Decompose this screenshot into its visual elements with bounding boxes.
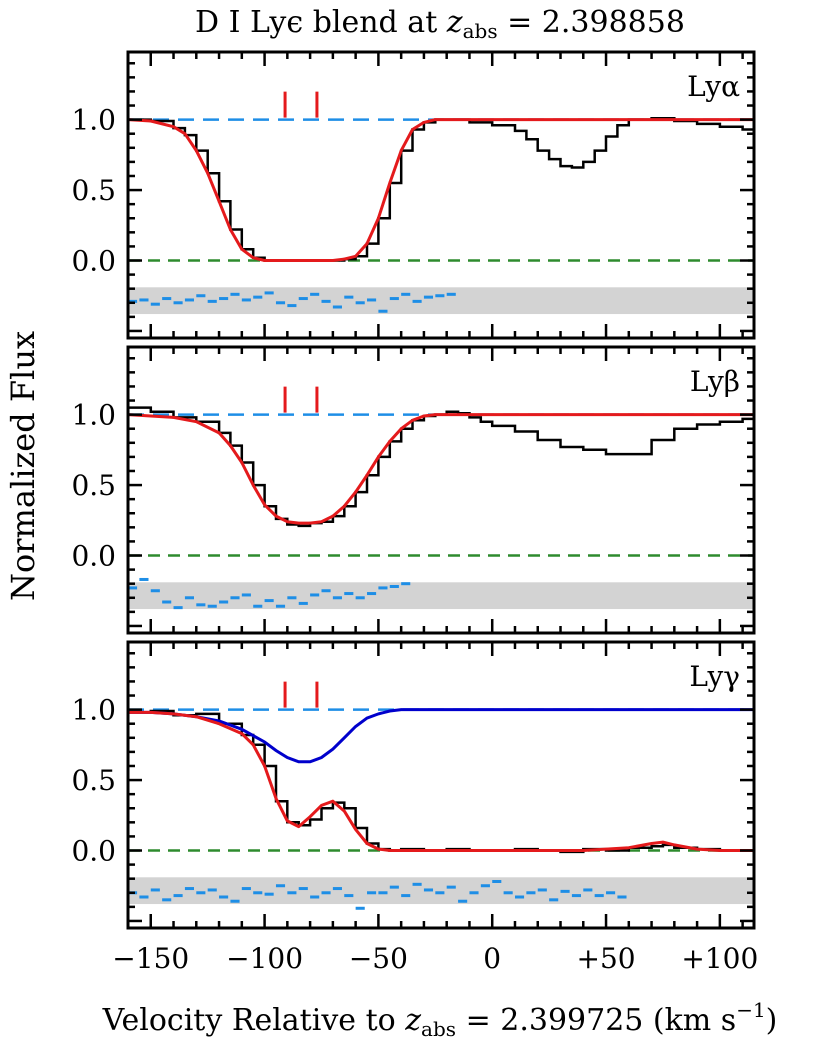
blend-model-curve <box>128 708 754 764</box>
x-axis-label: Velocity Relative to zabs = 2.399725 (km… <box>102 998 778 1041</box>
panel-plot-area <box>128 91 754 315</box>
panel-frame <box>126 640 756 930</box>
panel-label: Lyγ <box>689 660 740 693</box>
panels: 0.0 0.5 1.0 Lyα 0.0 0.5 1.0 Lyβ 0.0 0.5 1.0 Lyγ −150… <box>71 50 758 975</box>
panel-2: 0.0 0.5 1.0 Lyβ <box>71 345 756 635</box>
model-fit-curve <box>128 710 754 852</box>
residual-band <box>128 582 754 610</box>
x-axis-label-main: Velocity Relative to <box>102 1003 406 1038</box>
y-tick-label: 1.0 <box>71 694 116 727</box>
x-tick-label: −150 <box>112 942 189 975</box>
x-axis-label-zvar: z <box>404 1003 421 1038</box>
panel-frame <box>126 345 756 635</box>
x-axis-label-zval: = 2.399725 (km s <box>456 1003 736 1038</box>
panel-3: 0.0 0.5 1.0 Lyγ −150 −100 −50 0 +50 +100 <box>71 640 758 975</box>
panel-label: Lyα <box>687 70 740 103</box>
panel-1: 0.0 0.5 1.0 Lyα <box>71 50 756 340</box>
y-tick-label: 0.5 <box>71 174 116 207</box>
chart-title-zsub: abs <box>463 19 498 43</box>
model-fit-curve <box>128 413 754 525</box>
y-tick-label: 0.5 <box>71 764 116 797</box>
chart-title-zval: = 2.398858 <box>498 5 685 40</box>
y-tick-label: 0.0 <box>71 245 116 278</box>
x-axis-label-exp: −1 <box>736 998 765 1022</box>
y-tick-label: 0.0 <box>71 540 116 573</box>
x-axis-label-zsub: abs <box>421 1017 456 1041</box>
panel-label: Lyβ <box>690 365 740 398</box>
panel-plot-area <box>128 681 754 910</box>
x-tick-label: +50 <box>576 942 635 975</box>
x-tick-label: +100 <box>681 942 758 975</box>
y-tick-label: 0.5 <box>71 469 116 502</box>
chart-title: D I Lyϵ blend at zabs = 2.398858 <box>195 5 685 43</box>
x-tick-label: −100 <box>226 942 303 975</box>
model-fit-curve <box>128 118 754 262</box>
data-spectrum <box>128 116 754 262</box>
y-tick-label: 1.0 <box>71 104 116 137</box>
data-spectrum <box>128 709 754 854</box>
residual-band <box>128 287 754 315</box>
panel-plot-area <box>128 386 754 610</box>
y-tick-label: 1.0 <box>71 399 116 432</box>
x-axis-label-close: ) <box>766 1003 778 1038</box>
x-tick-label: −50 <box>349 942 408 975</box>
x-tick-label: 0 <box>483 942 501 975</box>
panel-frame <box>126 50 756 340</box>
data-spectrum <box>128 406 754 528</box>
chart-title-main: D I Lyϵ blend at <box>195 5 447 40</box>
chart-title-zvar: z <box>446 5 463 40</box>
y-axis-label: Normalized Flux <box>4 331 42 601</box>
residual-band <box>128 877 754 905</box>
y-tick-label: 0.0 <box>71 835 116 868</box>
